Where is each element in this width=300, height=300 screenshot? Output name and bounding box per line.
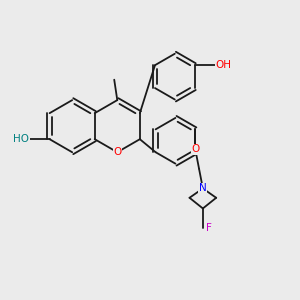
Text: F: F bbox=[206, 223, 212, 233]
Text: HO: HO bbox=[13, 134, 29, 144]
Text: O: O bbox=[191, 144, 200, 154]
Text: N: N bbox=[199, 183, 207, 194]
Text: OH: OH bbox=[215, 60, 231, 70]
Text: O: O bbox=[113, 147, 122, 157]
